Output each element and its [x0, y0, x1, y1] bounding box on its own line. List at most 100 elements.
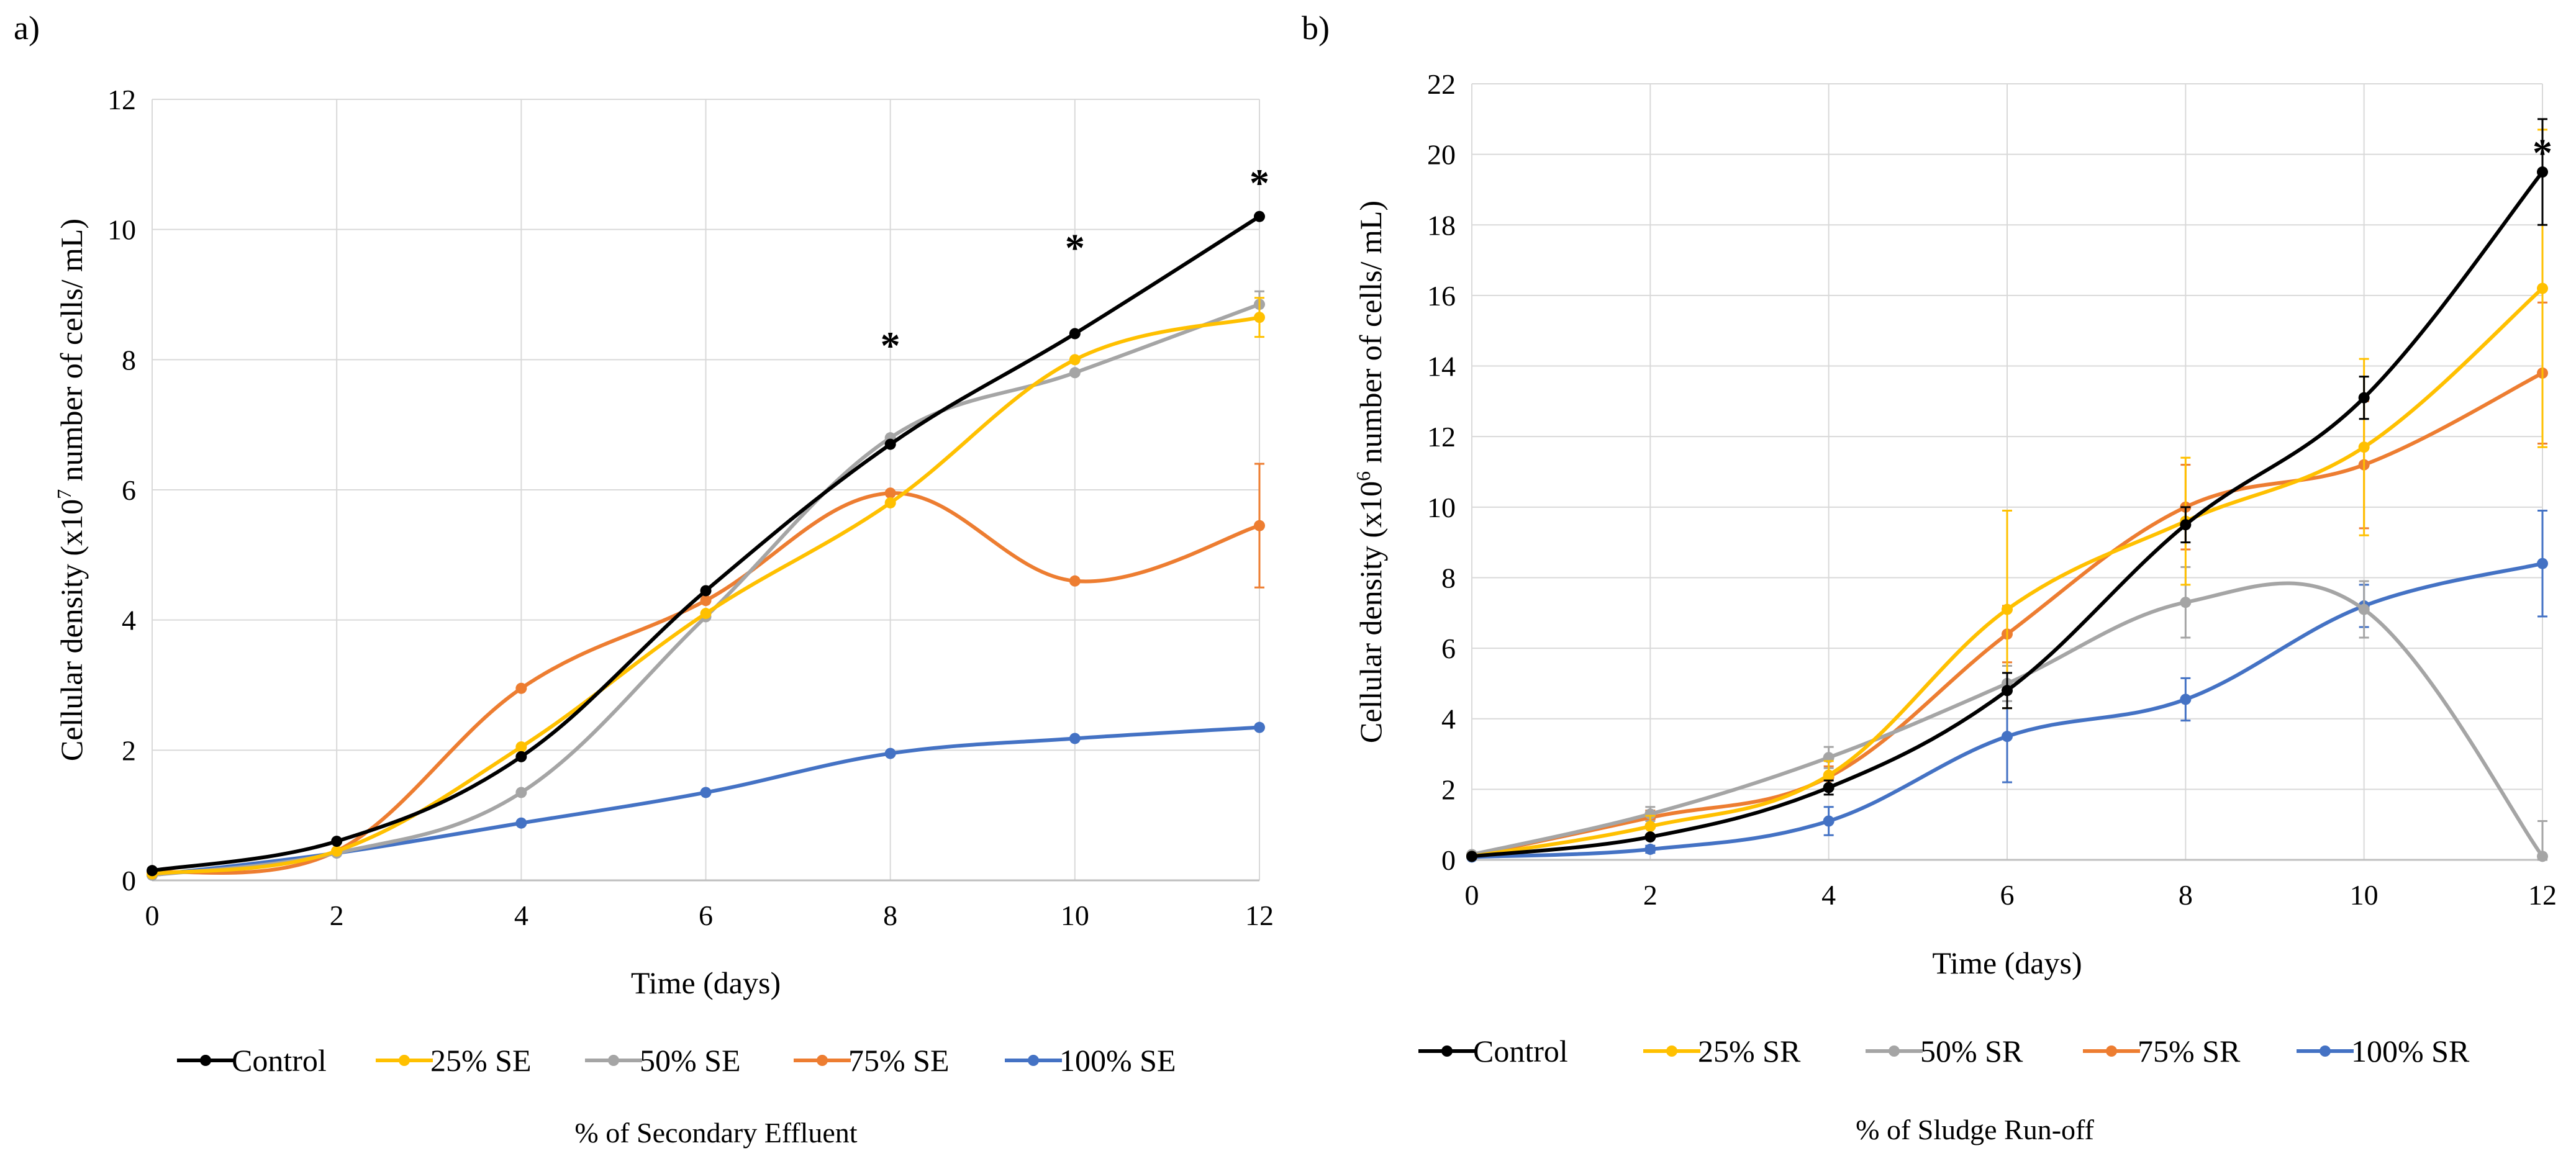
chart0-significance-mark: *	[881, 323, 900, 368]
chart1-x-tick-label: 0	[1465, 879, 1479, 911]
chart0-data-point	[1069, 354, 1081, 366]
chart0-data-point	[1254, 312, 1265, 323]
chart1-legend-marker	[1666, 1045, 1677, 1057]
chart0-y-tick-label: 10	[107, 214, 136, 246]
chart1-data-point	[1823, 782, 1834, 793]
chart0-legend-label: 75% SE	[848, 1043, 950, 1078]
chart0-legend-marker	[1028, 1055, 1039, 1066]
chart0-data-point	[700, 585, 712, 597]
chart0-legend-label: 50% SE	[640, 1043, 741, 1078]
chart0-data-point	[1254, 210, 1265, 222]
chart1-significance-mark: *	[2533, 130, 2552, 174]
chart1-legend-marker	[2320, 1045, 2331, 1057]
chart0-x-tick-label: 10	[1061, 900, 1089, 931]
panel-label-a: a)	[14, 9, 40, 47]
chart1-y-tick-label: 8	[1441, 562, 1456, 594]
chart1-data-point	[2180, 519, 2192, 531]
chart0-data-point	[1069, 367, 1081, 379]
chart1-y-tick-label: 6	[1441, 633, 1456, 664]
chart1-data-point	[1644, 831, 1656, 843]
chart-a-svg: 0 2 4 6 8 10 12 0 2 4 6 8 10 12 Time (days) Cellular de…	[53, 84, 1274, 1149]
chart1-legend-label: 50% SR	[1920, 1034, 2023, 1068]
chart0-legend-marker	[817, 1055, 828, 1066]
chart1-x-tick-label: 6	[2000, 879, 2015, 911]
chart0-legend-marker	[608, 1055, 619, 1066]
chart1-x-tick-label: 2	[1643, 879, 1658, 911]
chart1-y-tick-label: 20	[1427, 139, 1456, 171]
chart0-x-tick-label: 6	[699, 900, 713, 931]
chart1-legend-marker	[1441, 1045, 1453, 1057]
chart1-y-tick-label: 12	[1427, 421, 1456, 453]
chart1-x-tick-label: 10	[2350, 879, 2379, 911]
chart-b-svg: 0 2 4 6 8 10 12 14 16 18 20 22 0 2 4 6 8 10 12 Time (days) C…	[1352, 68, 2557, 1145]
chart1-data-point	[1644, 843, 1656, 855]
chart0-significance-mark: *	[1065, 226, 1085, 270]
chart0-data-point	[884, 487, 896, 499]
chart1-legend-label: 75% SR	[2138, 1034, 2241, 1068]
chart0-legend-marker	[399, 1055, 410, 1066]
chart1-data-point	[2002, 731, 2013, 743]
chart0-y-tick-label: 8	[122, 344, 136, 376]
chart1-data-point	[1823, 769, 1834, 781]
chart0-data-point	[700, 595, 712, 607]
chart1-legend-marker	[2106, 1045, 2117, 1057]
chart1-data-point	[1644, 821, 1656, 833]
chart1-legend-label: 25% SR	[1698, 1034, 1801, 1068]
chart-panel-b: b) 0 2 4 6 8 10 12 14 16 18 20 22 0 2 4 6 8 10 12 Time (day…	[1288, 0, 2576, 1156]
chart0-legend-label: 25% SE	[430, 1043, 532, 1078]
chart0-data-point	[515, 682, 527, 694]
chart0-x-tick-label: 0	[145, 900, 160, 931]
chart1-data-point	[2180, 597, 2192, 608]
chart0-data-point	[1254, 520, 1265, 531]
chart1-y-tick-label: 16	[1427, 280, 1456, 312]
chart0-caption: % of Secondary Effluent	[574, 1117, 857, 1149]
chart1-data-point	[2537, 558, 2548, 569]
chart1-y-tick-label: 4	[1441, 703, 1456, 735]
chart0-data-point	[331, 836, 343, 847]
chart1-data-point	[2537, 851, 2548, 862]
chart1-data-point	[2002, 603, 2013, 615]
chart0-data-point	[884, 747, 896, 759]
chart0-data-point	[515, 741, 527, 753]
chart1-y-tick-label: 18	[1427, 209, 1456, 241]
chart1-data-point	[2537, 166, 2548, 178]
chart0-data-point	[515, 787, 527, 798]
chart1-y-tick-label: 10	[1427, 492, 1456, 523]
chart0-x-tick-label: 12	[1245, 900, 1274, 931]
chart0-data-point	[515, 817, 527, 829]
chart0-data-point	[884, 497, 896, 508]
chart0-data-point	[147, 865, 158, 877]
chart0-y-tick-label: 6	[122, 474, 136, 506]
chart1-data-point	[2180, 693, 2192, 705]
chart0-y-axis-title: Cellular density (x107 number of cells/ …	[53, 219, 89, 761]
chart1-x-axis-title: Time (days)	[1932, 946, 2082, 980]
chart0-significance-mark: *	[1249, 161, 1269, 205]
chart1-x-tick-label: 8	[2179, 879, 2193, 911]
chart1-legend-label: 100% SR	[2351, 1034, 2470, 1068]
chart0-x-tick-label: 8	[883, 900, 897, 931]
chart1-data-point	[2537, 282, 2548, 294]
chart1-data-point	[2358, 441, 2370, 453]
panel-label-b: b)	[1302, 9, 1330, 47]
chart0-x-tick-label: 2	[330, 900, 344, 931]
chart1-y-tick-label: 22	[1427, 68, 1456, 100]
chart-panel-a: a) 0 2 4 6 8 10 12 0 2 4 6 8 10 12 Time (days) Cellular…	[14, 9, 1274, 1149]
chart0-data-point	[1069, 575, 1081, 587]
chart0-x-axis-title: Time (days)	[631, 965, 781, 1000]
chart1-x-tick-label: 12	[2528, 879, 2557, 911]
chart1-caption: % of Sludge Run-off	[1856, 1114, 2094, 1145]
chart1-y-tick-label: 2	[1441, 774, 1456, 805]
chart0-data-point	[515, 751, 527, 762]
chart1-legend-marker	[1889, 1045, 1900, 1057]
chart0-data-point	[331, 845, 343, 857]
chart0-y-tick-label: 4	[122, 605, 136, 636]
chart1-legend-label: Control	[1473, 1034, 1568, 1068]
chart1-data-point	[1466, 851, 1477, 862]
chart0-data-point	[700, 787, 712, 798]
chart0-legend-marker	[200, 1055, 211, 1066]
chart0-legend-label: Control	[232, 1043, 327, 1078]
chart0-y-tick-label: 12	[107, 84, 136, 115]
chart1-y-axis-title: Cellular density (x106 number of cells/ …	[1352, 201, 1388, 743]
chart0-y-tick-label: 0	[122, 865, 136, 896]
chart0-data-point	[1254, 721, 1265, 733]
